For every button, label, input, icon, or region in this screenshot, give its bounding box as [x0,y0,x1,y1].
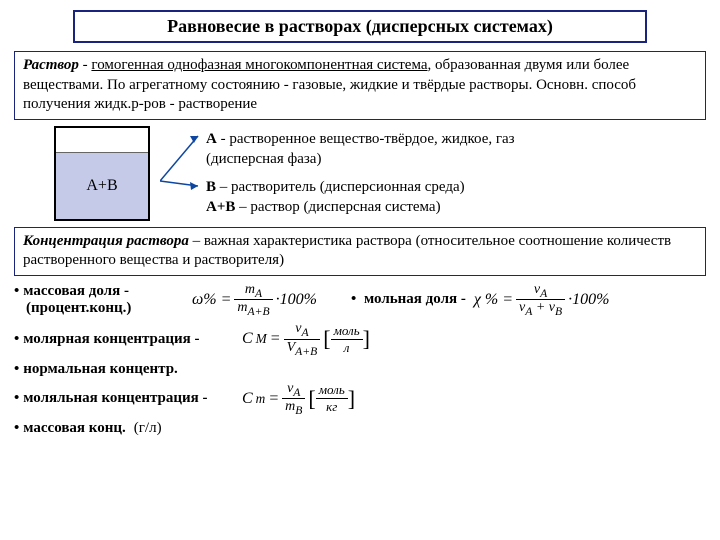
definition-solution: Раствор - гомогенная однофазная многоком… [14,51,706,120]
normal-conc-label: нормальная концентр. [14,361,178,378]
mass-fraction-sub: (процент.конц.) [26,300,184,317]
def1-underline: гомогенная однофазная многокомпонентная … [91,57,427,73]
mole-fraction-label: мольная доля - [351,291,466,308]
mass-conc-unit: (г/л) [134,420,162,437]
diagram-row: А+В А - растворенное вещество-твёрдое, ж… [54,126,706,221]
molal-conc-formula: Cm = νAmB [молькг] [242,381,355,418]
sym-a: А [206,131,217,147]
sym-ab: А+В [206,199,235,215]
mole-fraction-formula: χ % = νAνA + νB ·100% [474,282,610,319]
arrow-lines [160,126,200,221]
paren-b: (дисперсионная среда) [320,179,465,195]
mass-conc-label: массовая конц. [14,420,126,437]
page-title: Равновесие в растворах (дисперсных систе… [73,10,647,43]
concentration-list: массовая доля - (процент.конц.) ω% = mAm… [14,282,706,438]
def2-term: Концентрация раствора [23,233,189,249]
txt-b: – растворитель [216,179,320,195]
txt-a: - растворенное вещество-твёрдое, жидкое,… [217,131,515,147]
sym-b: В [206,179,216,195]
beaker-diagram: А+В [54,126,154,221]
definition-concentration: Концентрация раствора – важная характери… [14,227,706,276]
def1-dash: - [79,57,92,73]
beaker-label: А+В [86,177,117,195]
molar-conc-formula: CM = νAVA+B [мольл] [242,321,370,358]
paren-a: (дисперсная фаза) [206,151,321,167]
molar-conc-label: молярная концентрация - [14,331,234,348]
molal-conc-label: моляльная концентрация - [14,390,234,407]
beaker-fill: А+В [56,152,148,219]
mass-fraction-label: массовая доля - [14,283,184,300]
txt-ab: – раствор [235,199,303,215]
mass-fraction-formula: ω% = mAmA+B ·100% [192,282,317,319]
paren-ab: (дисперсная система) [304,199,441,215]
def1-term: Раствор [23,57,79,73]
diagram-definitions: А - растворенное вещество-твёрдое, жидко… [206,129,515,218]
